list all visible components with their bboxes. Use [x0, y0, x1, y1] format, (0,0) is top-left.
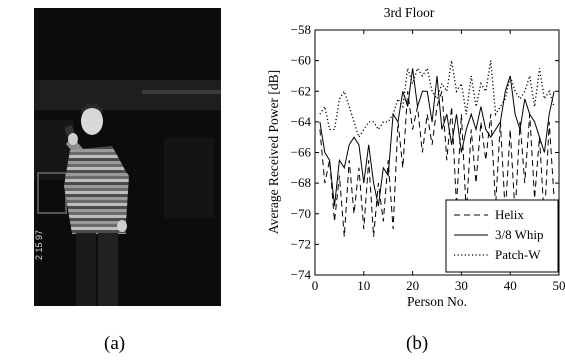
- received-power-chart: 3rd Floor −58 −60 −62 −64 −66 −68 −70 −72 −74 0 1…: [266, 5, 565, 309]
- chart-title: 3rd Floor: [384, 5, 435, 20]
- y-axis: −58 −60 −62 −64 −66 −68 −70 −72 −74: [291, 22, 559, 282]
- x-axis: 0 10 20 30 40 50: [312, 30, 565, 293]
- y-tick-label: −58: [291, 22, 311, 37]
- y-tick-label: −64: [291, 114, 312, 129]
- y-tick-label: −72: [291, 236, 311, 251]
- y-axis-label: Average Received Power [dB]: [266, 70, 281, 234]
- y-tick-label: −68: [291, 175, 311, 190]
- x-tick-label: 10: [357, 278, 370, 293]
- x-tick-label: 30: [455, 278, 468, 293]
- x-tick-label: 0: [312, 278, 319, 293]
- legend-box: [445, 199, 559, 273]
- photo-date-stamp: 2 15 97: [34, 230, 44, 260]
- x-tick-label: 50: [553, 278, 565, 293]
- caption-b: (b): [406, 333, 429, 354]
- y-tick-label: −66: [291, 145, 312, 160]
- caption-a: (a): [104, 333, 126, 354]
- x-tick-label: 20: [406, 278, 419, 293]
- person-with-phone-photo: 2 15 97: [34, 8, 221, 306]
- x-axis-label: Person No.: [407, 294, 467, 309]
- y-tick-label: −74: [291, 267, 312, 282]
- legend-entry: 3/8 Whip: [495, 227, 544, 242]
- photo-illustration: 2 15 97: [34, 8, 221, 306]
- x-tick-label: 40: [504, 278, 517, 293]
- y-tick-label: −62: [291, 83, 311, 98]
- y-tick-label: −70: [291, 206, 311, 221]
- series-line-3-8-whip: [319, 68, 555, 207]
- legend: Helix 3/8 Whip Patch-W: [445, 199, 559, 273]
- legend-entry: Patch-W: [495, 247, 541, 262]
- legend-entry: Helix: [495, 207, 524, 222]
- y-tick-label: −60: [291, 53, 311, 68]
